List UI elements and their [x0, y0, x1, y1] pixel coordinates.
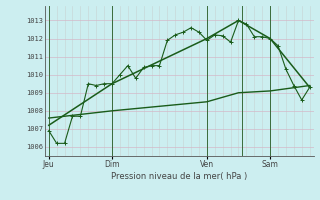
X-axis label: Pression niveau de la mer( hPa ): Pression niveau de la mer( hPa ) [111, 172, 247, 181]
